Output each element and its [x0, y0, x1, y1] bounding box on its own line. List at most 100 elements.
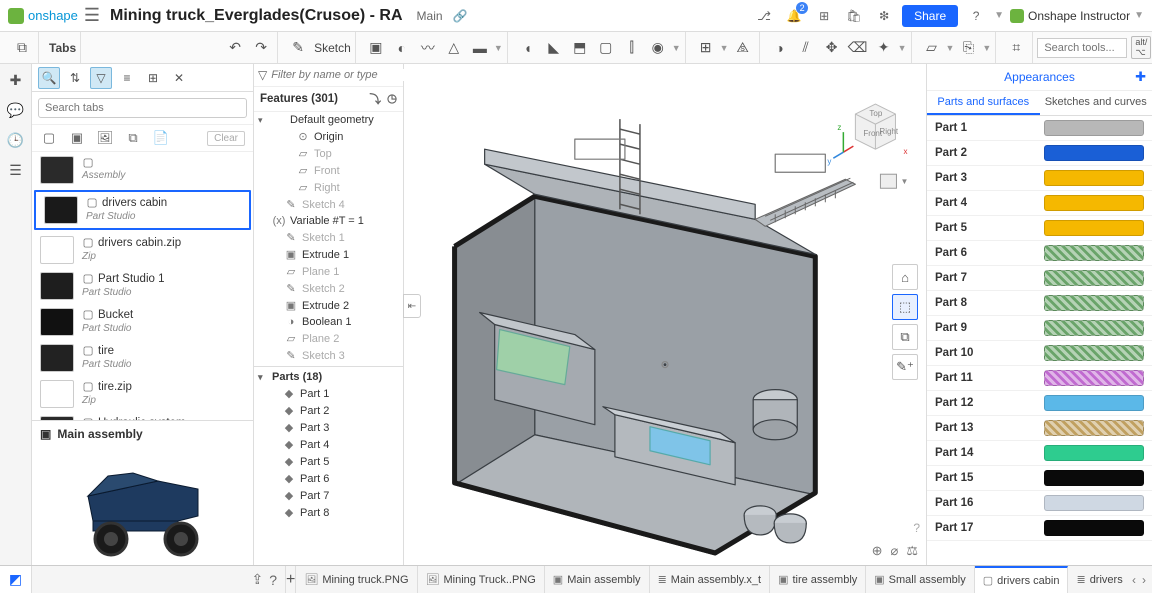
color-swatch[interactable]: [1044, 520, 1144, 536]
mass-icon[interactable]: ⚖: [906, 543, 918, 559]
tool-dropdown-icon-5[interactable]: ▼: [946, 43, 955, 53]
iso-view-icon[interactable]: ⬚: [892, 294, 918, 320]
fillet-icon[interactable]: ◖: [516, 36, 540, 60]
document-tab[interactable]: ▣tire assembly: [770, 566, 866, 593]
comments-icon[interactable]: 💬: [6, 100, 26, 120]
feature-row[interactable]: ▱Top: [254, 145, 403, 162]
history-icon[interactable]: 🕒: [6, 130, 26, 150]
features-timer-icon[interactable]: ◷: [387, 91, 397, 107]
color-swatch[interactable]: [1044, 395, 1144, 411]
part-row[interactable]: ◆Part 1: [254, 385, 403, 402]
tab-item[interactable]: ▢Part Studio 1 Part Studio: [32, 268, 253, 304]
appearance-row[interactable]: Part 15: [927, 466, 1152, 491]
feature-row[interactable]: ▱Plane 1: [254, 263, 403, 280]
feature-row[interactable]: ▾Default geometry: [254, 112, 403, 128]
bom-icon[interactable]: ☰: [6, 160, 26, 180]
part-row[interactable]: ◆Part 6: [254, 470, 403, 487]
appearance-row[interactable]: Part 7: [927, 266, 1152, 291]
tab-item[interactable]: ▢drivers cabin.zip Zip: [32, 232, 253, 268]
color-swatch[interactable]: [1044, 295, 1144, 311]
tool-dropdown-icon-3[interactable]: ▼: [720, 43, 729, 53]
user-menu[interactable]: Onshape Instructor ▼: [1010, 9, 1144, 23]
tab-prev-icon[interactable]: ‹: [1130, 573, 1138, 587]
sort-icon[interactable]: ⇅: [64, 67, 86, 89]
tab-item[interactable]: ▢Hydraulic system Part Studio: [32, 412, 253, 420]
hole-icon[interactable]: ◉: [646, 36, 670, 60]
units-icon[interactable]: ⊕: [872, 543, 883, 559]
tab-next-icon[interactable]: ›: [1140, 573, 1148, 587]
part-row[interactable]: ◆Part 7: [254, 487, 403, 504]
color-swatch[interactable]: [1044, 245, 1144, 261]
color-swatch[interactable]: [1044, 220, 1144, 236]
mirror-icon[interactable]: ⧌: [731, 36, 755, 60]
grid-view-icon[interactable]: ⊞: [142, 67, 164, 89]
appearance-row[interactable]: Part 12: [927, 391, 1152, 416]
search-toggle-icon[interactable]: 🔍: [38, 67, 60, 89]
tab-item[interactable]: ▢ Assembly: [32, 152, 253, 188]
document-tab[interactable]: ▣Main assembly: [545, 566, 650, 593]
3d-canvas[interactable]: ⇤ Front Right Top x z y ▼: [404, 64, 926, 565]
tab-manager-icon[interactable]: ⧉: [10, 36, 34, 60]
filter-import-icon[interactable]: ⧉: [124, 129, 142, 147]
color-swatch[interactable]: [1044, 370, 1144, 386]
appearance-row[interactable]: Part 5: [927, 216, 1152, 241]
frame-icon[interactable]: ⌗: [1004, 36, 1028, 60]
shell-icon[interactable]: ▢: [594, 36, 618, 60]
share-button[interactable]: Share: [902, 5, 958, 27]
tab-item[interactable]: ▢tire.zip Zip: [32, 376, 253, 412]
precision-icon[interactable]: ⌀: [891, 543, 899, 559]
measure-view-icon[interactable]: ✎⁺: [892, 354, 918, 380]
filter-icon[interactable]: ▽: [90, 67, 112, 89]
branch-label[interactable]: Main: [417, 9, 443, 23]
feature-row[interactable]: ◑Boolean 1: [254, 314, 403, 330]
document-tab[interactable]: ≣drivers cabi: [1068, 566, 1126, 593]
help-icon[interactable]: ?: [964, 4, 988, 28]
feature-row[interactable]: ✎Sketch 2: [254, 280, 403, 297]
section-view-icon[interactable]: ⧉: [892, 324, 918, 350]
part-row[interactable]: ◆Part 4: [254, 436, 403, 453]
part-row[interactable]: ◆Part 5: [254, 453, 403, 470]
filter-assembly-icon[interactable]: ▣: [68, 129, 86, 147]
filter-partstudio-icon[interactable]: ▢: [40, 129, 58, 147]
tool-dropdown-icon-2[interactable]: ▼: [672, 43, 681, 53]
close-panel-icon[interactable]: ✕: [168, 67, 190, 89]
feedback-icon[interactable]: ◩: [9, 571, 22, 588]
transform-icon[interactable]: ✥: [820, 36, 844, 60]
sketch-tool-icon[interactable]: ✎: [286, 36, 310, 60]
pattern-icon[interactable]: ⊞: [694, 36, 718, 60]
appearance-row[interactable]: Part 1: [927, 116, 1152, 141]
appearance-row[interactable]: Part 4: [927, 191, 1152, 216]
document-tab[interactable]: ▢drivers cabin: [975, 566, 1069, 593]
color-swatch[interactable]: [1044, 270, 1144, 286]
feature-row[interactable]: ✎Sketch 1: [254, 229, 403, 246]
logo[interactable]: onshape: [8, 8, 78, 24]
appearance-row[interactable]: Part 2: [927, 141, 1152, 166]
tab-item[interactable]: ▢Bucket Part Studio: [32, 304, 253, 340]
apps-icon[interactable]: ⊞: [812, 4, 836, 28]
appearance-row[interactable]: Part 9: [927, 316, 1152, 341]
chamfer-icon[interactable]: ◣: [542, 36, 566, 60]
hamburger-icon[interactable]: ☰: [84, 5, 100, 26]
color-swatch[interactable]: [1044, 445, 1144, 461]
thicken-icon[interactable]: ▬: [468, 36, 492, 60]
document-tab[interactable]: 🖼Mining truck.PNG: [296, 566, 417, 593]
appearance-row[interactable]: Part 13: [927, 416, 1152, 441]
tool-dropdown-icon-6[interactable]: ▼: [982, 43, 991, 53]
appearance-row[interactable]: Part 3: [927, 166, 1152, 191]
extrude-icon[interactable]: ▣: [364, 36, 388, 60]
add-appearance-icon[interactable]: ✚: [1135, 69, 1146, 85]
boolean-icon[interactable]: ◑: [768, 36, 792, 60]
loft-icon[interactable]: △: [442, 36, 466, 60]
filter-other-icon[interactable]: 📄: [152, 129, 170, 147]
add-icon[interactable]: ✚: [6, 70, 26, 90]
appearance-row[interactable]: Part 6: [927, 241, 1152, 266]
branch-icon[interactable]: ⎇: [752, 4, 776, 28]
funnel-icon[interactable]: ▽: [258, 68, 267, 82]
color-swatch[interactable]: [1044, 195, 1144, 211]
tabs-search-input[interactable]: [38, 98, 247, 118]
info-icon[interactable]: ?: [269, 572, 277, 588]
color-swatch[interactable]: [1044, 470, 1144, 486]
feature-row[interactable]: ▱Plane 2: [254, 330, 403, 347]
color-swatch[interactable]: [1044, 120, 1144, 136]
plane-icon[interactable]: ▱: [920, 36, 944, 60]
